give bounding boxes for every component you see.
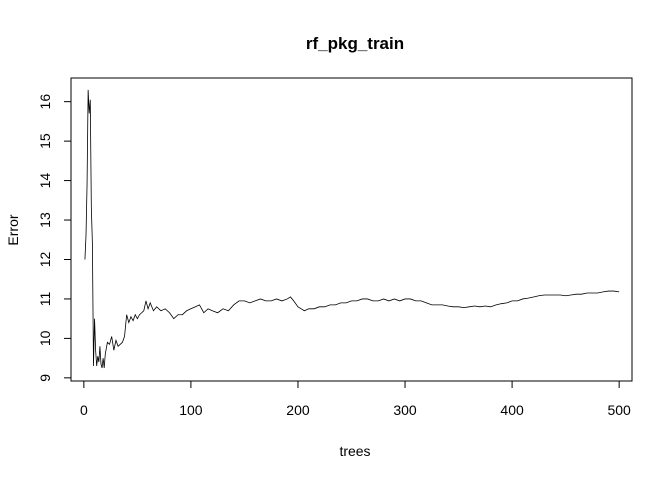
series-layer [84,89,620,369]
y-tick-label: 10 [37,330,53,346]
chart-title: rf_pkg_train [306,34,404,53]
x-tick-label: 200 [286,402,310,418]
y-tick-label: 9 [37,374,53,382]
x-tick-label: 100 [179,402,203,418]
x-tick-label: 500 [607,402,631,418]
y-tick-label: 16 [37,94,53,110]
x-axis: 0 100 200 300 400 500 [80,380,631,418]
y-axis: 9 10 11 12 13 14 15 16 [37,94,72,382]
plot-frame [70,77,633,382]
x-axis-label: trees [339,443,370,459]
x-tick-label: 0 [80,402,88,418]
y-tick-label: 11 [37,291,53,306]
x-tick-label: 400 [500,402,524,418]
y-tick-label: 13 [37,212,53,228]
y-tick-label: 15 [37,133,53,149]
series-line [84,89,620,369]
y-tick-label: 12 [37,251,53,267]
y-tick-label: 14 [37,173,53,189]
y-axis-label: Error [5,214,21,245]
x-tick-label: 300 [393,402,417,418]
